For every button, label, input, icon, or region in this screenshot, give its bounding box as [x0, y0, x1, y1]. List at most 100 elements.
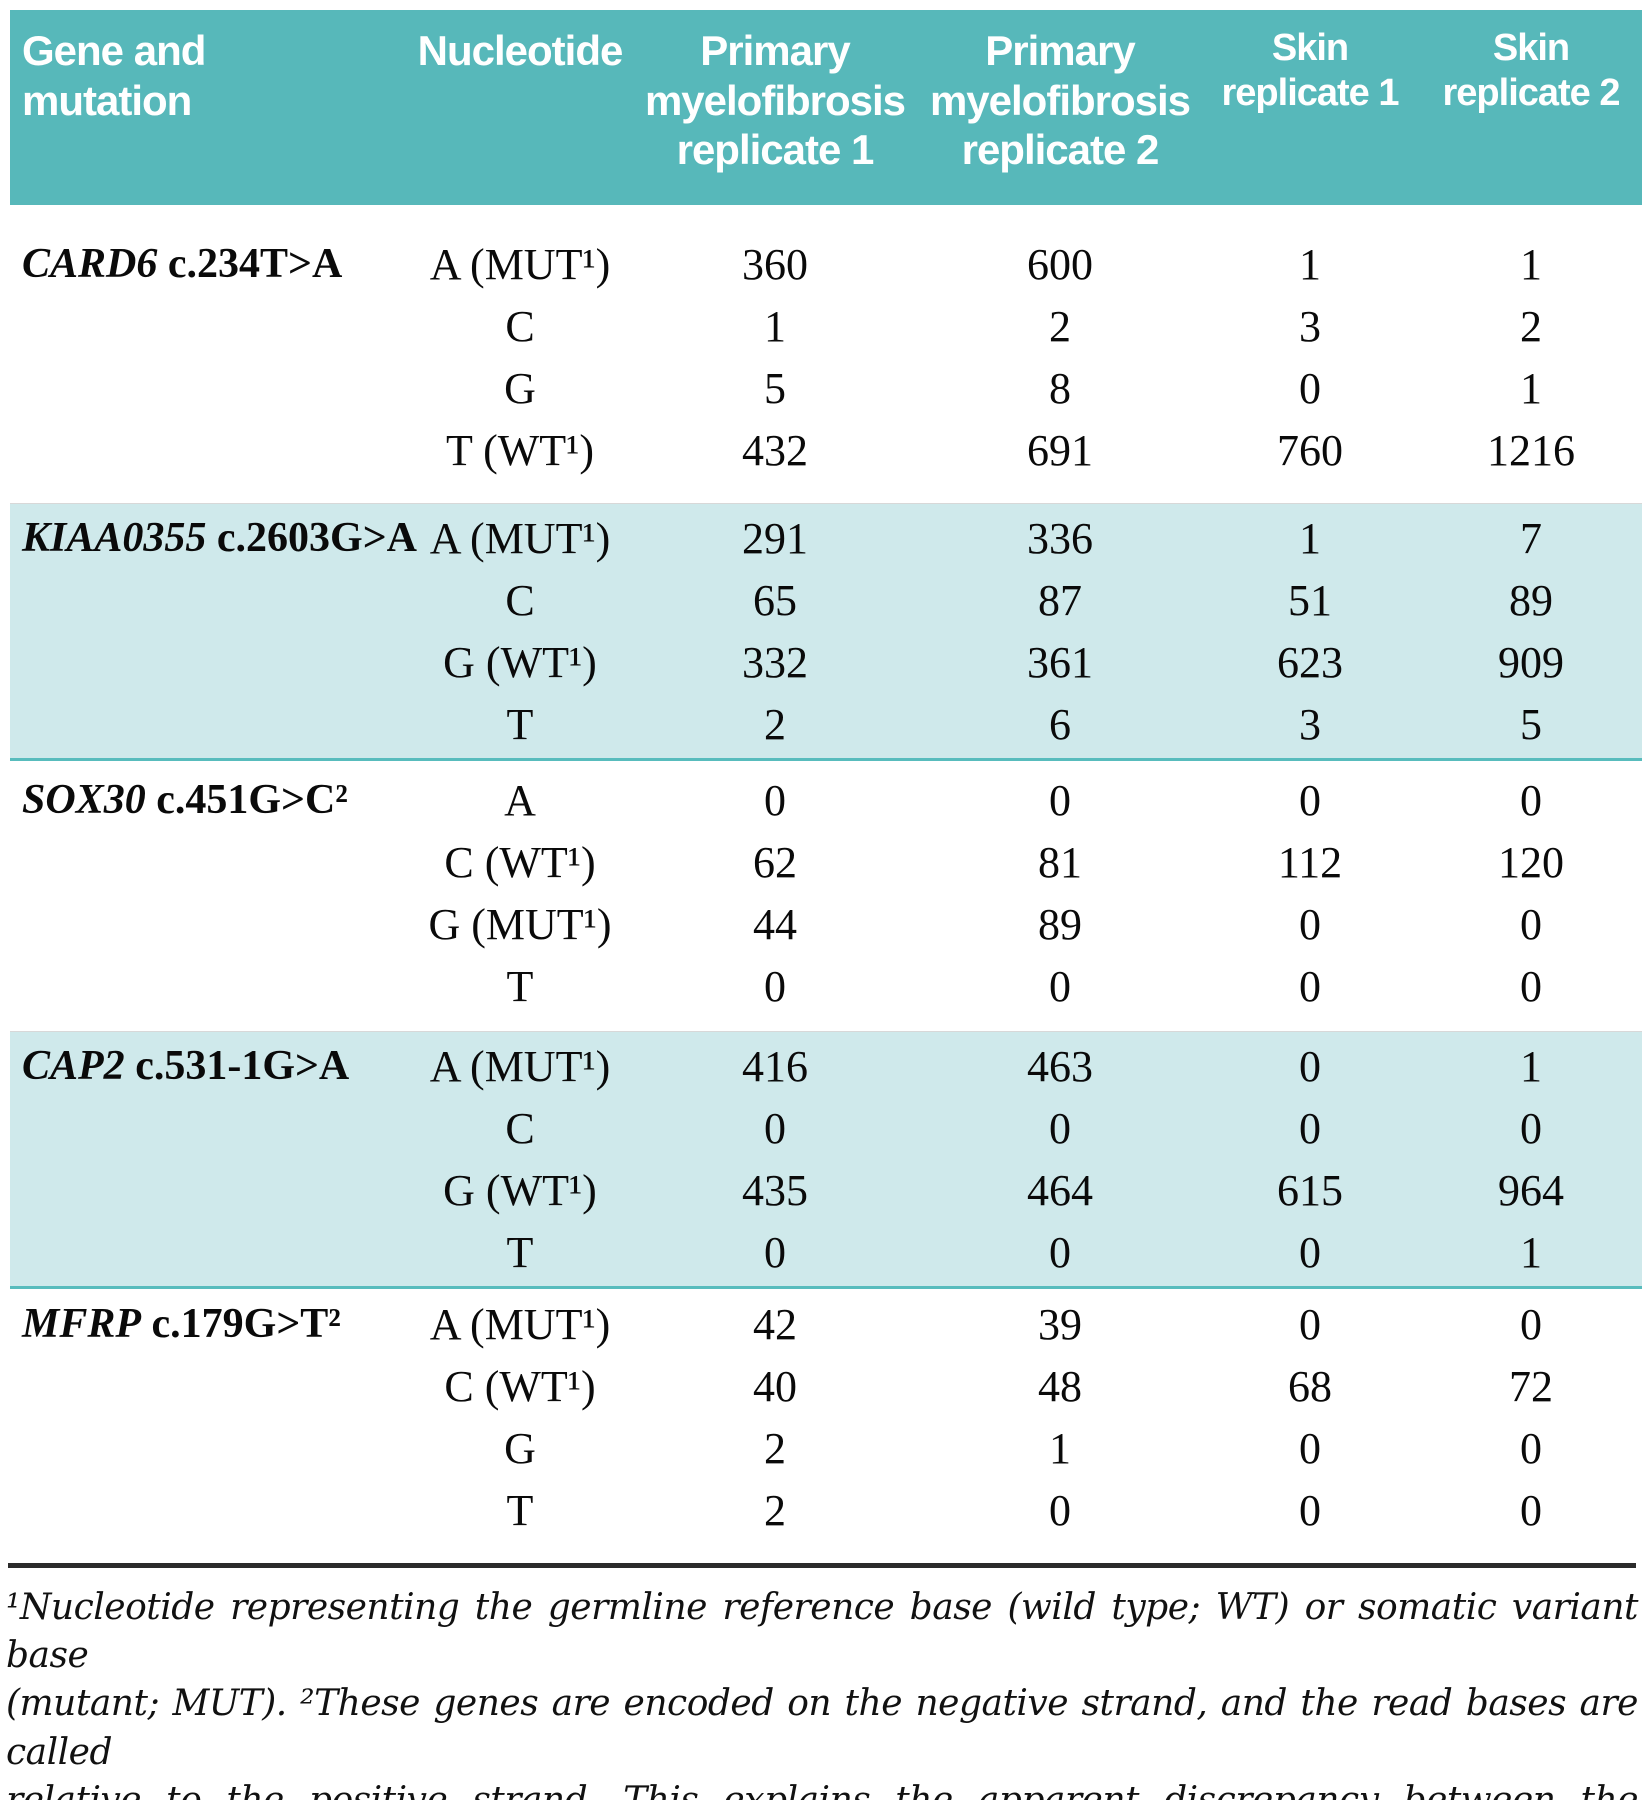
count-skin-rep1: 0 — [1299, 961, 1321, 1011]
count-skin-rep2: 0 — [1520, 899, 1542, 949]
nucleotide-cell: G (WT¹) — [443, 637, 597, 687]
count-pmf-rep1: 432 — [742, 425, 808, 475]
gene-mutation: c.2603G>A — [206, 515, 417, 561]
count-pmf-rep1: 44 — [753, 899, 797, 949]
nucleotide-cell: A — [504, 775, 536, 825]
gene-label: KIAA0355 c.2603G>A — [10, 514, 417, 562]
count-skin-rep1: 0 — [1299, 363, 1321, 413]
count-skin-rep2: 909 — [1498, 637, 1564, 687]
gene-mutation: c.531-1G>A — [124, 1043, 350, 1089]
count-skin-rep1: 3 — [1299, 699, 1321, 749]
header-col-pmf-rep1: Primary myelofibrosis replicate 1 — [644, 27, 906, 174]
count-skin-rep1: 0 — [1299, 1041, 1321, 1091]
table-header: Gene and mutation Nucleotide Primary mye… — [10, 10, 1642, 205]
count-skin-rep2: 7 — [1520, 513, 1542, 563]
count-pmf-rep2: 39 — [1038, 1299, 1082, 1349]
count-skin-rep2: 0 — [1520, 1423, 1542, 1473]
count-skin-rep2: 1 — [1520, 1227, 1542, 1277]
gene-label: CARD6 c.234T>A — [10, 240, 410, 288]
count-skin-rep2: 1 — [1520, 1041, 1542, 1091]
gene-label: CAP2 c.531-1G>A — [10, 1042, 410, 1090]
count-skin-rep1: 0 — [1299, 1299, 1321, 1349]
count-pmf-rep2: 48 — [1038, 1361, 1082, 1411]
gene-name: CAP2 — [22, 1043, 125, 1089]
gene-name: CARD6 — [22, 241, 158, 287]
count-pmf-rep1: 2 — [764, 1423, 786, 1473]
gene-mutation: c.179G>T² — [141, 1301, 341, 1347]
header-col-skin-rep2: Skin replicate 2 — [1442, 27, 1621, 114]
count-pmf-rep2: 336 — [1027, 513, 1093, 563]
count-pmf-rep2: 0 — [1049, 775, 1071, 825]
count-skin-rep1: 615 — [1277, 1165, 1343, 1215]
count-pmf-rep1: 0 — [764, 961, 786, 1011]
count-skin-rep2: 89 — [1509, 575, 1553, 625]
nucleotide-cell: C — [505, 1103, 535, 1153]
count-pmf-rep2: 0 — [1049, 1485, 1071, 1535]
count-skin-rep1: 0 — [1299, 1103, 1321, 1153]
footnote-rule — [8, 1563, 1636, 1568]
nucleotide-cell: G — [504, 363, 536, 413]
gene-mutation: c.234T>A — [157, 241, 343, 287]
nucleotide-cell: T — [506, 699, 534, 749]
nucleotide-cell: A (MUT¹) — [429, 513, 611, 563]
footnote: ¹Nucleotide representing the germline re… — [6, 1584, 1639, 1800]
count-skin-rep1: 0 — [1299, 1227, 1321, 1277]
gene-name: MFRP — [22, 1301, 142, 1347]
count-skin-rep2: 0 — [1520, 1103, 1542, 1153]
count-skin-rep1: 623 — [1277, 637, 1343, 687]
count-pmf-rep1: 1 — [764, 301, 786, 351]
nucleotide-cell: A (MUT¹) — [429, 1041, 611, 1091]
count-pmf-rep2: 87 — [1038, 575, 1082, 625]
gene-block-card6: CARD6 c.234T>A A (MUT¹) 360 600 1 1 C 1 2 3 2 G 5 8 0 1… — [10, 205, 1642, 504]
count-pmf-rep1: 416 — [742, 1041, 808, 1091]
count-skin-rep1: 0 — [1299, 1423, 1321, 1473]
count-skin-rep1: 760 — [1277, 425, 1343, 475]
count-skin-rep1: 3 — [1299, 301, 1321, 351]
count-skin-rep2: 0 — [1520, 961, 1542, 1011]
nucleotide-cell: G (MUT¹) — [428, 899, 612, 949]
gene-name: SOX30 — [22, 777, 146, 823]
nucleotide-cell: T — [506, 1227, 534, 1277]
count-skin-rep1: 1 — [1299, 239, 1321, 289]
nucleotide-cell: G — [504, 1423, 536, 1473]
count-pmf-rep1: 332 — [742, 637, 808, 687]
nucleotide-cell: C — [505, 301, 535, 351]
count-skin-rep1: 112 — [1277, 837, 1343, 887]
count-pmf-rep1: 435 — [742, 1165, 808, 1215]
count-pmf-rep2: 0 — [1049, 1227, 1071, 1277]
count-pmf-rep1: 2 — [764, 1485, 786, 1535]
gene-block-mfrp: MFRP c.179G>T² A (MUT¹) 42 39 0 0 C (WT¹) 40 48 6… — [10, 1289, 1642, 1547]
gene-label: MFRP c.179G>T² — [10, 1300, 410, 1348]
count-skin-rep2: 2 — [1520, 301, 1542, 351]
gene-block-cap2: CAP2 c.531-1G>A A (MUT¹) 416 463 0 1 C 0 0 0 0 G (W… — [10, 1032, 1642, 1289]
gene-block-kiaa0355: KIAA0355 c.2603G>A A (MUT¹) 291 336 1 7 C 65 87 5… — [10, 504, 1642, 761]
count-pmf-rep2: 6 — [1049, 699, 1071, 749]
count-pmf-rep1: 62 — [753, 837, 797, 887]
nucleotide-cell: A (MUT¹) — [429, 239, 611, 289]
count-skin-rep2: 0 — [1520, 1485, 1542, 1535]
count-skin-rep2: 1216 — [1487, 425, 1575, 475]
count-skin-rep1: 51 — [1288, 575, 1332, 625]
nucleotide-cell: T — [506, 1485, 534, 1535]
nucleotide-cell: C (WT¹) — [444, 837, 596, 887]
footnote-line: ¹Nucleotide representing the germline re… — [6, 1587, 1639, 1677]
footnote-line: (mutant; MUT). ²These genes are encoded … — [6, 1683, 1639, 1773]
nucleotide-cell: C — [505, 575, 535, 625]
table-body: CARD6 c.234T>A A (MUT¹) 360 600 1 1 C 1 2 3 2 G 5 8 0 1… — [0, 205, 1642, 1547]
count-pmf-rep2: 361 — [1027, 637, 1093, 687]
count-pmf-rep2: 463 — [1027, 1041, 1093, 1091]
header-col-gene-mutation: Gene and mutation — [22, 27, 206, 124]
count-skin-rep2: 120 — [1498, 837, 1564, 887]
count-pmf-rep1: 5 — [764, 363, 786, 413]
count-skin-rep2: 72 — [1509, 1361, 1553, 1411]
count-skin-rep1: 0 — [1299, 1485, 1321, 1535]
count-skin-rep2: 0 — [1520, 1299, 1542, 1349]
count-skin-rep1: 68 — [1288, 1361, 1332, 1411]
count-pmf-rep1: 65 — [753, 575, 797, 625]
header-col-skin-rep1: Skin replicate 1 — [1221, 27, 1400, 114]
count-pmf-rep1: 0 — [764, 1103, 786, 1153]
nucleotide-cell: A (MUT¹) — [429, 1299, 611, 1349]
count-pmf-rep2: 464 — [1027, 1165, 1093, 1215]
gene-block-sox30: SOX30 c.451G>C² A 0 0 0 0 C (WT¹) 62 81 112 120 G (… — [10, 761, 1642, 1032]
count-skin-rep1: 0 — [1299, 899, 1321, 949]
